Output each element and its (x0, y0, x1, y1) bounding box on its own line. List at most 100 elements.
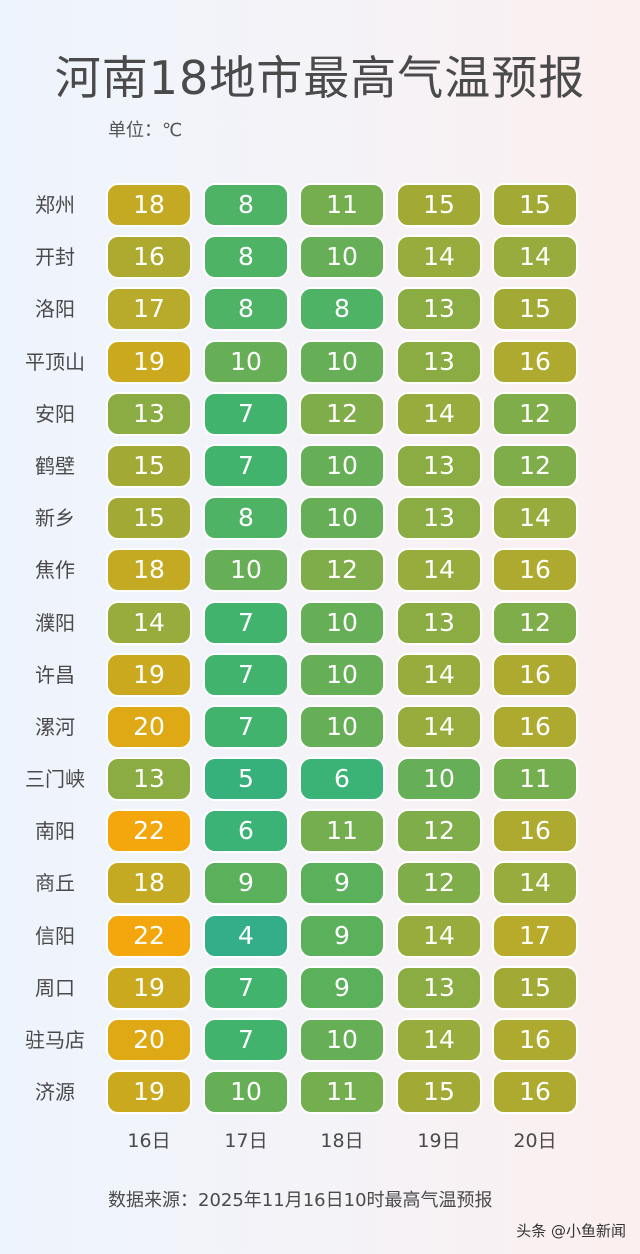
table-row: 商丘 18 9 9 12 14 (0, 861, 640, 913)
temperature-cell: 13 (396, 965, 482, 1010)
temperature-cell: 18 (106, 548, 192, 593)
table-row: 鹤壁 15 7 10 13 12 (0, 443, 640, 496)
temperature-cell: 12 (492, 600, 578, 645)
temperature-cell: 10 (299, 443, 385, 488)
temperature-cell: 19 (106, 339, 192, 384)
temperature-cell: 8 (203, 287, 289, 332)
temperature-cell: 15 (396, 1070, 482, 1115)
temperature-cell: 16 (492, 809, 578, 854)
day-label: 16日 (127, 1130, 171, 1152)
temperature-cell: 17 (492, 913, 578, 958)
day-label: 18日 (320, 1130, 364, 1152)
temperature-cell: 14 (396, 652, 482, 697)
temperature-cell: 20 (106, 704, 192, 749)
temperature-cell: 10 (299, 600, 385, 645)
table-row: 漯河 20 7 10 14 16 (0, 704, 640, 757)
temperature-cell: 16 (106, 235, 192, 280)
temperature-cell: 9 (203, 861, 289, 906)
city-label: 平顶山 (25, 349, 85, 374)
table-row: 驻马店 20 7 10 14 16 (0, 1018, 640, 1070)
table-row: 周口 19 7 9 13 15 (0, 965, 640, 1018)
temperature-cell: 15 (396, 183, 482, 227)
city-label: 焦作 (35, 558, 75, 583)
temperature-cell: 7 (203, 391, 289, 436)
temperature-cell: 7 (203, 704, 289, 749)
city-label: 三门峡 (25, 767, 85, 792)
temperature-cell: 13 (396, 600, 482, 645)
temperature-cell: 11 (299, 183, 385, 227)
temperature-cell: 11 (299, 1070, 385, 1115)
temperature-cell: 14 (396, 235, 482, 280)
temperature-cell: 10 (299, 652, 385, 697)
temperature-cell: 19 (106, 1070, 192, 1115)
temperature-cell: 14 (396, 1018, 482, 1062)
table-row: 信阳 22 4 9 14 17 (0, 913, 640, 966)
table-row: 三门峡 13 5 6 10 11 (0, 757, 640, 809)
temperature-cell: 7 (203, 652, 289, 697)
temperature-cell: 7 (203, 443, 289, 488)
temperature-cell: 20 (106, 1018, 192, 1062)
watermark: 头条 @小鱼新闻 (516, 1222, 626, 1240)
temperature-cell: 15 (106, 443, 192, 488)
temperature-cell: 14 (396, 548, 482, 593)
temperature-cell: 6 (299, 757, 385, 802)
city-label: 驻马店 (25, 1028, 85, 1052)
temperature-cell: 18 (106, 861, 192, 906)
temperature-cell: 14 (492, 235, 578, 280)
temperature-cell: 10 (299, 704, 385, 749)
temperature-cell: 18 (106, 183, 192, 227)
source-note: 数据来源：2025年11月16日10时最高气温预报 (108, 1190, 493, 1211)
day-axis: 16日 17日 18日 19日 20日 (0, 1126, 640, 1156)
city-label: 安阳 (35, 401, 75, 426)
temperature-cell: 13 (106, 391, 192, 436)
table-row: 开封 16 8 10 14 14 (0, 235, 640, 287)
temperature-cell: 15 (492, 183, 578, 227)
temperature-cell: 8 (203, 183, 289, 227)
table-row: 濮阳 14 7 10 13 12 (0, 600, 640, 653)
temperature-cell: 7 (203, 1018, 289, 1062)
city-label: 信阳 (35, 923, 75, 948)
temperature-cell: 14 (396, 391, 482, 436)
temperature-cell: 17 (106, 287, 192, 332)
city-label: 许昌 (35, 662, 75, 687)
temperature-cell: 10 (203, 548, 289, 593)
temperature-cell: 15 (492, 965, 578, 1010)
temperature-cell: 8 (299, 287, 385, 332)
temperature-cell: 14 (492, 496, 578, 541)
temperature-cell: 7 (203, 965, 289, 1010)
temperature-cell: 13 (396, 443, 482, 488)
city-label: 开封 (35, 245, 75, 270)
day-label: 17日 (224, 1130, 268, 1152)
temperature-cell: 16 (492, 652, 578, 697)
temperature-cell: 10 (203, 339, 289, 384)
temperature-cell: 4 (203, 913, 289, 958)
city-label: 新乡 (35, 506, 75, 531)
city-label: 鹤壁 (35, 453, 75, 478)
city-label: 漯河 (35, 714, 75, 739)
temperature-cell: 10 (203, 1070, 289, 1115)
temperature-cell: 14 (396, 913, 482, 958)
temperature-cell: 8 (203, 496, 289, 541)
day-label: 19日 (417, 1130, 461, 1152)
temperature-cell: 7 (203, 600, 289, 645)
temperature-grid: 郑州 18 8 11 15 15 开封 16 8 10 14 14 洛阳 17 8 8 13 15 平顶山 19 10 1… (0, 183, 640, 1122)
temperature-cell: 8 (203, 235, 289, 280)
unit-label: 单位：℃ (108, 120, 183, 141)
city-label: 洛阳 (35, 297, 75, 322)
table-row: 郑州 18 8 11 15 15 (0, 183, 640, 235)
temperature-cell: 16 (492, 1070, 578, 1115)
temperature-cell: 15 (492, 287, 578, 332)
temperature-cell: 16 (492, 339, 578, 384)
table-row: 焦作 18 10 12 14 16 (0, 548, 640, 600)
city-label: 周口 (35, 975, 75, 1000)
temperature-cell: 11 (299, 809, 385, 854)
temperature-cell: 12 (396, 861, 482, 906)
temperature-cell: 12 (492, 443, 578, 488)
temperature-cell: 13 (396, 496, 482, 541)
day-label: 20日 (513, 1130, 557, 1152)
temperature-cell: 10 (396, 757, 482, 802)
temperature-cell: 10 (299, 235, 385, 280)
temperature-cell: 13 (396, 339, 482, 384)
temperature-cell: 12 (492, 391, 578, 436)
table-row: 安阳 13 7 12 14 12 (0, 391, 640, 444)
